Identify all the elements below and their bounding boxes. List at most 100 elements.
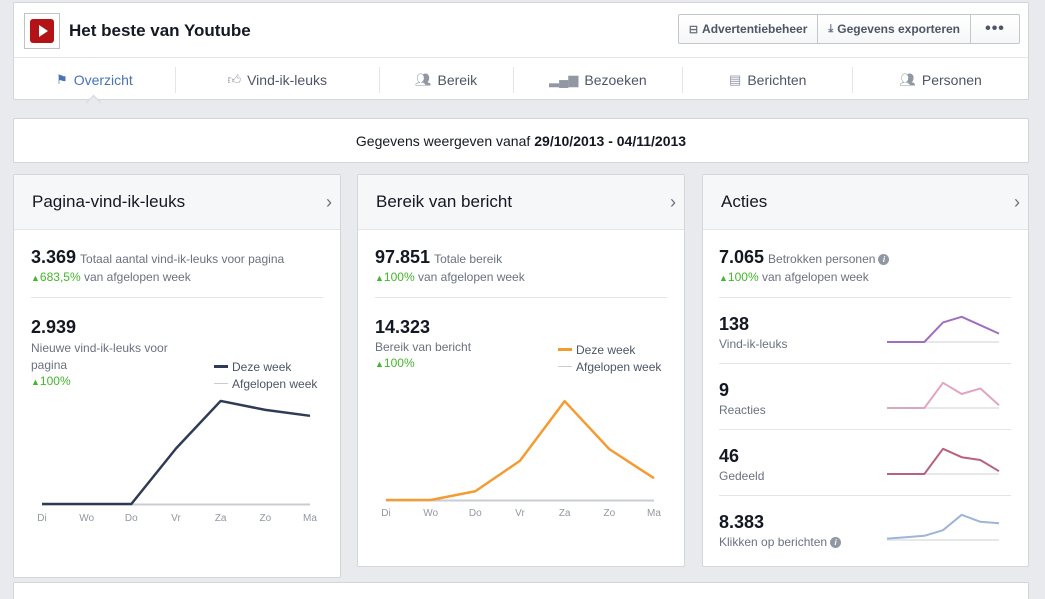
- thumbs-up-icon: 👍︎: [227, 72, 242, 87]
- people-icon: 👥︎: [899, 72, 916, 87]
- export-data-label: Gegevens exporteren: [837, 22, 960, 36]
- page-likes-card: Pagina-vind-ik-leuks › 3.369 Totaal aanta…: [13, 174, 341, 578]
- legend-swatch-last-week: [214, 383, 228, 384]
- action-value: 8.383: [719, 512, 765, 532]
- x-tick-label: Zo: [259, 513, 271, 524]
- delta-percent: 100%: [383, 356, 415, 370]
- x-tick-label: Vr: [515, 508, 525, 519]
- more-options-button[interactable]: •••: [971, 15, 1019, 43]
- x-tick-label: Wo: [423, 508, 438, 519]
- chevron-right-icon[interactable]: ›: [1014, 191, 1020, 212]
- delta-percent: 100%: [727, 270, 759, 284]
- action-row-post-clicks[interactable]: 8.383 Klikken op berichten i: [719, 495, 1011, 567]
- ad-manager-icon: ⊟: [688, 23, 699, 36]
- ad-manager-label: Advertentiebeheer: [702, 22, 808, 36]
- delta-suffix: van afgelopen week: [83, 270, 191, 284]
- action-row-comments[interactable]: 9 Reacties: [719, 363, 1011, 429]
- total-reach-value: 97.851: [375, 247, 431, 267]
- card-title: Bereik van bericht: [376, 192, 513, 211]
- sparkline-line: [887, 381, 1000, 409]
- tab-label: Vind-ik-leuks: [247, 72, 327, 88]
- engaged-metric: 7.065 Betrokken personen i ▲100% van afgel…: [719, 247, 1019, 284]
- card-title: Acties: [721, 192, 768, 211]
- likes-sparkline: [887, 315, 1000, 343]
- tab-personen[interactable]: 👥︎ Personen: [853, 59, 1028, 101]
- tab-divider: [512, 67, 514, 93]
- x-tick-label: Do: [469, 508, 482, 519]
- card-header[interactable]: Acties ›: [703, 175, 1028, 230]
- comments-sparkline: [887, 381, 1000, 409]
- bar-chart-icon: ▂▄▆: [549, 72, 579, 87]
- action-value: 9: [719, 380, 730, 400]
- card-header[interactable]: Bereik van bericht ›: [358, 175, 684, 230]
- info-icon[interactable]: i: [878, 254, 890, 265]
- youtube-play-icon: [30, 19, 54, 43]
- page-head: Het beste van Youtube ⊟ Advertentiebehee…: [14, 3, 1028, 58]
- post-reach-card: Bereik van bericht › 97.851 Totale bereik…: [357, 174, 685, 567]
- total-reach-metric: 97.851 Totale bereik ▲100% van afgelopen …: [375, 247, 675, 284]
- tab-vind-ik-leuks[interactable]: 👍︎ Vind-ik-leuks: [176, 59, 379, 101]
- x-tick-label: Do: [125, 513, 138, 524]
- legend-label: Afgelopen week: [232, 376, 318, 391]
- action-row-likes[interactable]: 138 Vind-ik-leuks: [719, 297, 1011, 363]
- action-label: Klikken op berichten i: [719, 535, 842, 549]
- info-icon[interactable]: i: [830, 537, 842, 548]
- x-tick-label: Di: [37, 513, 46, 524]
- tab-divider: [378, 67, 380, 93]
- total-reach-label: Totale bereik: [434, 252, 503, 266]
- chevron-right-icon[interactable]: ›: [670, 191, 676, 212]
- reach-line-chart: Di Wo Do Vr Za Zo Ma: [381, 399, 661, 519]
- tab-label: Bezoeken: [584, 72, 647, 88]
- date-range-prefix: Gegevens weergeven vanaf: [355, 132, 531, 149]
- sparkline-line: [887, 315, 1000, 343]
- x-tick-label: Ma: [303, 513, 317, 524]
- x-tick-label: Zo: [603, 508, 615, 519]
- page-header: Het beste van Youtube ⊟ Advertentiebehee…: [13, 2, 1029, 100]
- divider: [375, 297, 667, 298]
- tab-bereik[interactable]: 👥︎ Bereik: [380, 59, 513, 101]
- legend-label: Deze week: [232, 359, 292, 374]
- delta-suffix: van afgelopen week: [417, 270, 525, 284]
- date-range-bar: Gegevens weergeven vanaf 29/10/2013 - 04…: [13, 118, 1029, 163]
- x-tick-label: Ma: [647, 508, 661, 519]
- legend-swatch-this-week: [214, 365, 228, 368]
- x-tick-label: Za: [559, 508, 571, 519]
- export-data-button[interactable]: ⤓ Gegevens exporteren: [818, 15, 971, 43]
- card-header[interactable]: Pagina-vind-ik-leuks ›: [14, 175, 340, 230]
- delta-suffix: van afgelopen week: [761, 270, 869, 284]
- x-tick-label: Wo: [79, 513, 94, 524]
- ad-manager-button[interactable]: ⊟ Advertentiebeheer: [679, 15, 819, 43]
- delta-percent: 100%: [39, 374, 71, 388]
- page-title: Het beste van Youtube: [69, 21, 251, 40]
- more-icon: •••: [985, 20, 1005, 37]
- action-row-shares[interactable]: 46 Gedeeld: [719, 429, 1011, 495]
- series-line-this-week: [42, 399, 311, 506]
- date-range-value[interactable]: 29/10/2013 - 04/11/2013: [534, 132, 687, 149]
- engaged-value: 7.065: [719, 247, 765, 267]
- page-avatar[interactable]: [24, 13, 60, 49]
- x-tick-label: Za: [215, 513, 227, 524]
- tab-label: Overzicht: [73, 72, 133, 88]
- tab-label: Personen: [921, 72, 982, 88]
- tab-label: Berichten: [747, 72, 807, 88]
- divider: [31, 297, 323, 298]
- tab-divider: [174, 67, 176, 93]
- next-section-card: [13, 582, 1029, 599]
- tab-divider: [852, 67, 854, 93]
- tab-overzicht[interactable]: ⚑ Overzicht: [14, 59, 175, 101]
- actions-card: Acties › 7.065 Betrokken personen i ▲100% …: [702, 174, 1029, 567]
- new-likes-value: 2.939: [31, 317, 77, 337]
- total-likes-label: Totaal aantal vind-ik-leuks voor pagina: [80, 252, 285, 266]
- tab-berichten[interactable]: ▤ Berichten: [683, 59, 852, 101]
- people-icon: 👥︎: [414, 72, 432, 87]
- chevron-right-icon[interactable]: ›: [326, 191, 332, 212]
- tab-bezoeken[interactable]: ▂▄▆ Bezoeken: [514, 59, 683, 101]
- tab-divider: [682, 67, 684, 93]
- up-arrow-icon: ▲: [375, 273, 384, 283]
- x-tick-label: Vr: [171, 513, 181, 524]
- total-likes-metric: 3.369 Totaal aantal vind-ik-leuks voor pa…: [31, 247, 331, 284]
- action-label: Reacties: [719, 403, 766, 417]
- sparkline-line: [887, 447, 1000, 475]
- download-icon: ⤓: [828, 22, 834, 35]
- total-likes-value: 3.369: [31, 247, 77, 267]
